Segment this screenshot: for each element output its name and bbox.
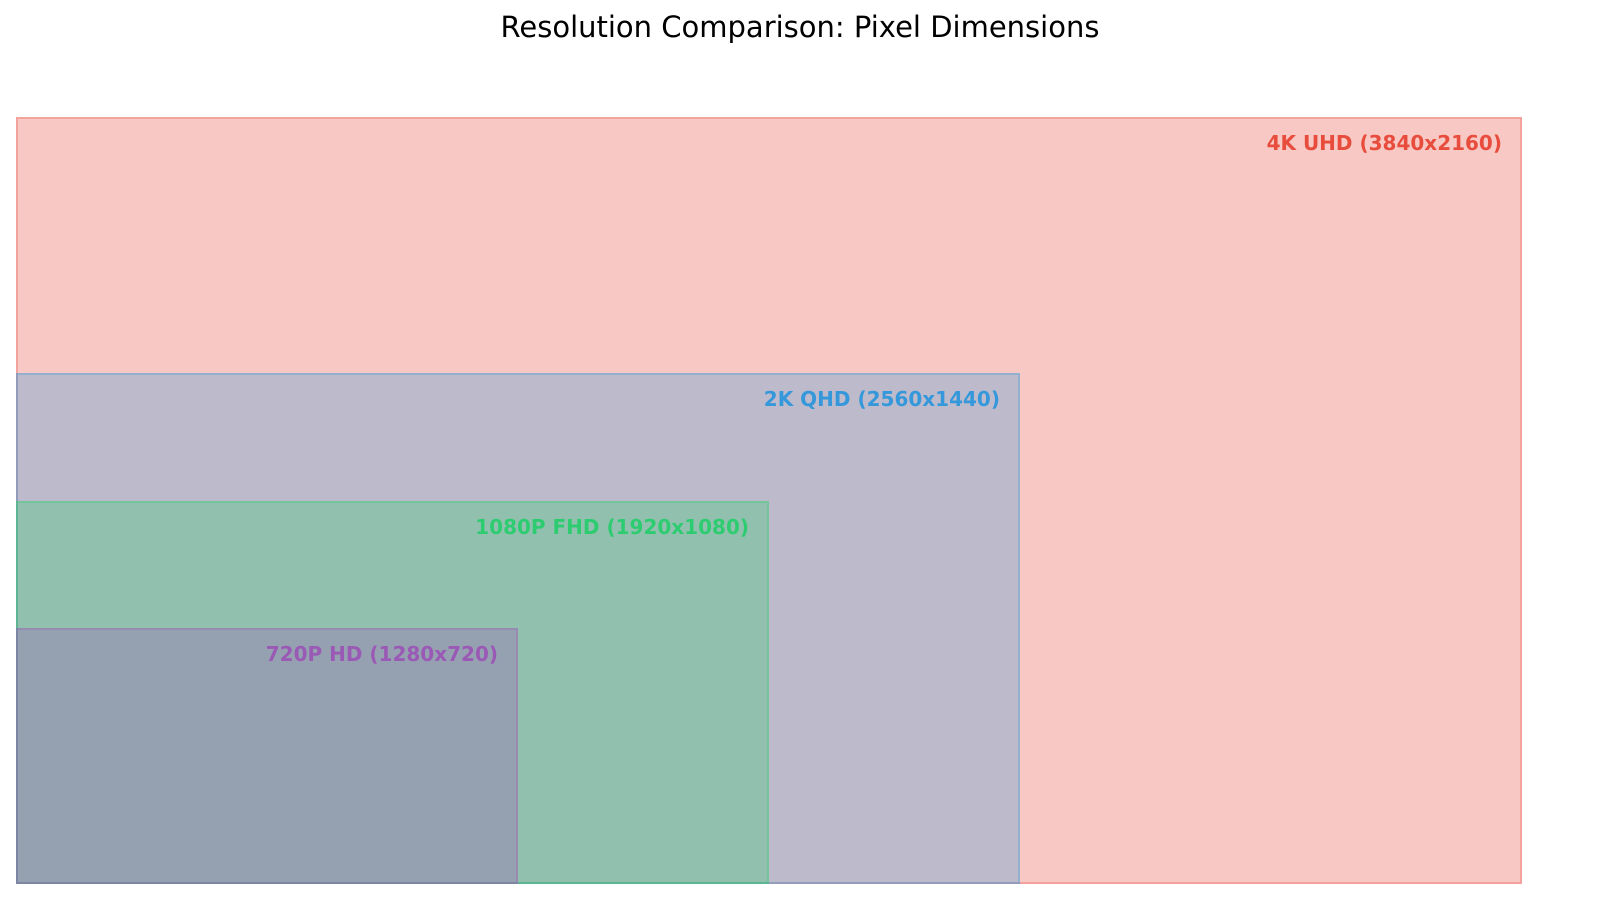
chart-title: Resolution Comparison: Pixel Dimensions	[500, 10, 1100, 44]
plot-area: 4K UHD (3840x2160) 2K QHD (2560x1440) 10…	[16, 117, 1522, 884]
resolution-rect-2k-qhd: 2K QHD (2560x1440)	[16, 372, 1020, 884]
resolution-label-720p-hd: 720P HD (1280x720)	[265, 642, 498, 667]
resolution-rect-4k-uhd: 4K UHD (3840x2160)	[16, 117, 1522, 884]
resolution-rect-1080p-fhd: 1080P FHD (1920x1080)	[16, 500, 769, 884]
resolution-rect-720p-hd: 720P HD (1280x720)	[16, 628, 518, 884]
resolution-label-2k-qhd: 2K QHD (2560x1440)	[763, 386, 1000, 411]
resolution-label-4k-uhd: 4K UHD (3840x2160)	[1266, 131, 1502, 155]
resolution-label-1080p-fhd: 1080P FHD (1920x1080)	[475, 514, 749, 539]
